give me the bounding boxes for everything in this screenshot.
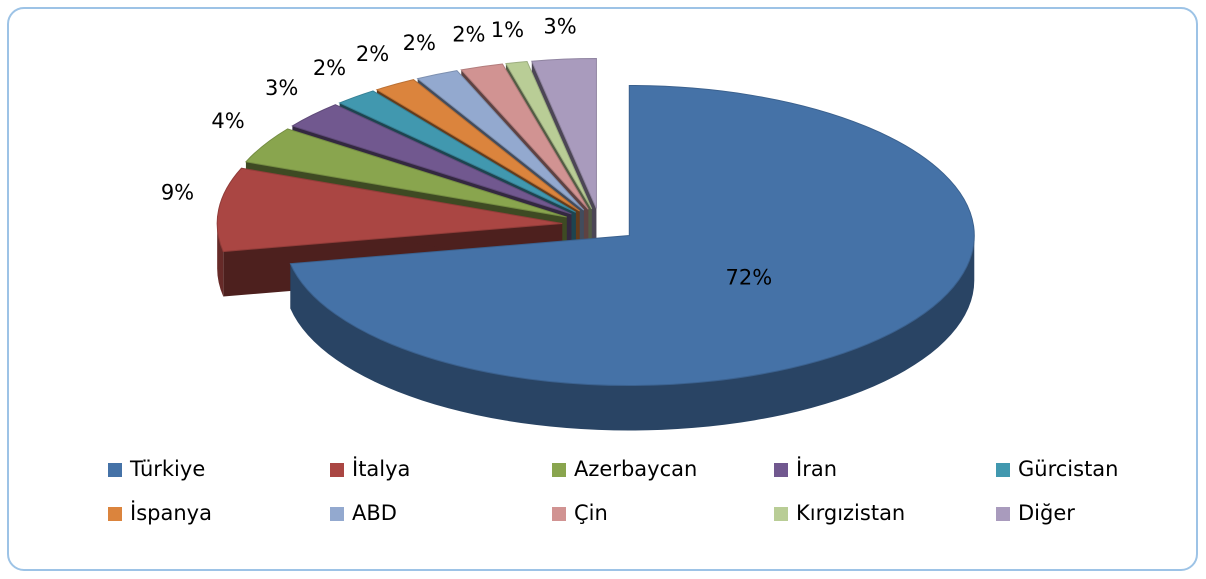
slice xyxy=(416,70,585,211)
data-label: 1% xyxy=(491,18,524,42)
data-label: 2% xyxy=(356,42,389,66)
legend-swatch xyxy=(774,507,788,521)
legend-label: Kırgızistan xyxy=(796,501,905,525)
slice xyxy=(244,128,567,218)
slice xyxy=(291,104,572,215)
legend-swatch xyxy=(330,463,344,477)
data-label: 2% xyxy=(403,31,436,55)
legend-swatch xyxy=(108,507,122,521)
slice-wall xyxy=(290,235,975,431)
legend-label: Çin xyxy=(574,501,608,525)
slice xyxy=(289,85,975,387)
legend-label: İran xyxy=(796,456,837,481)
legend-swatch xyxy=(552,463,566,477)
slice xyxy=(460,63,589,210)
legend-label: İtalya xyxy=(352,456,410,481)
data-label: 4% xyxy=(211,109,244,133)
data-label: 2% xyxy=(313,56,346,80)
data-label: 3% xyxy=(265,76,298,100)
legend-swatch xyxy=(996,507,1010,521)
slice xyxy=(505,61,593,210)
legend-label: Azerbaycan xyxy=(574,457,697,481)
legend-swatch xyxy=(108,463,122,477)
data-label: 9% xyxy=(161,181,194,205)
slice xyxy=(216,167,563,253)
legend-swatch xyxy=(774,463,788,477)
legend-label: Türkiye xyxy=(129,457,205,481)
legend-label: İspanya xyxy=(130,500,212,525)
legend-label: ABD xyxy=(352,501,397,525)
legend-swatch xyxy=(996,463,1010,477)
legend-label: Gürcistan xyxy=(1018,457,1119,481)
data-label: 72% xyxy=(726,266,773,290)
slice-wall xyxy=(217,223,224,297)
data-label: 2% xyxy=(452,23,485,47)
legend-label: Diğer xyxy=(1018,501,1075,525)
legend-swatch xyxy=(330,507,344,521)
data-label: 3% xyxy=(543,14,576,38)
slice xyxy=(531,58,597,209)
slice xyxy=(338,90,577,213)
slice xyxy=(375,79,580,212)
legend-swatch xyxy=(552,507,566,521)
